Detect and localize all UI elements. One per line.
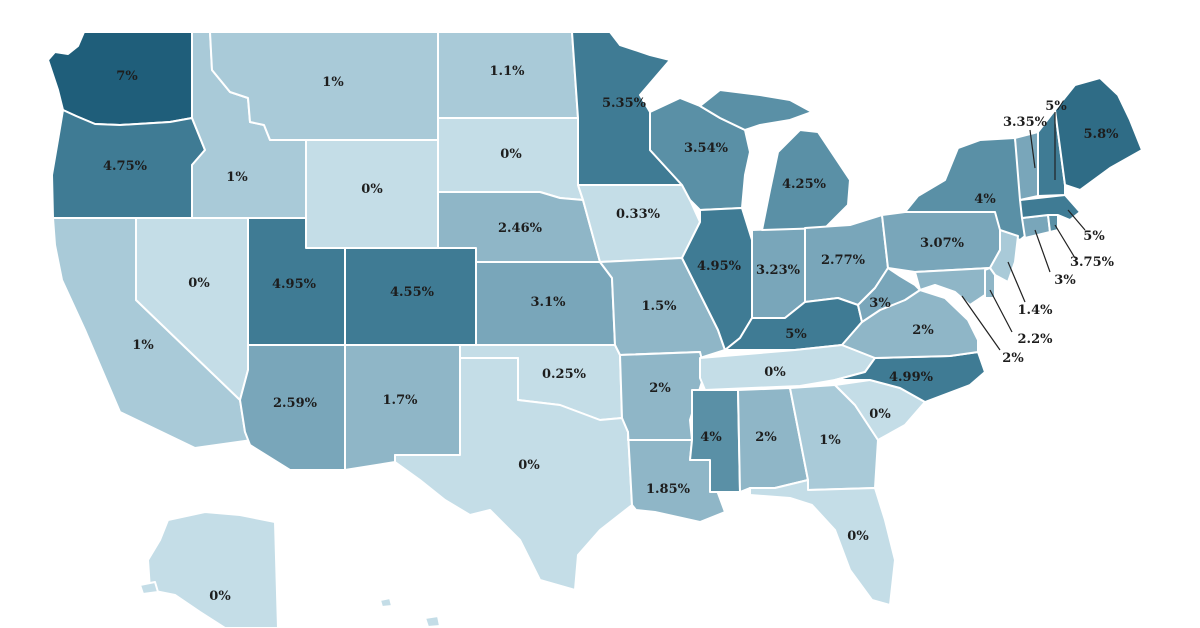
label-TN: 0%	[764, 365, 786, 380]
label-NH: 5%	[1045, 99, 1067, 114]
label-CT: 3%	[1054, 273, 1076, 288]
label-ME: 5.8%	[1084, 127, 1120, 142]
label-TX: 0%	[518, 458, 540, 473]
label-MS: 4%	[700, 430, 722, 445]
label-NM: 1.7%	[383, 393, 419, 408]
label-KY: 5%	[785, 327, 807, 342]
state-labels: 7% 4.75% 1% 0% 1% 1% 0% 4.95% 4.55% 2.59…	[103, 64, 1119, 604]
label-MA: 5%	[1083, 229, 1105, 244]
label-OH: 2.77%	[821, 253, 866, 268]
label-OR: 4.75%	[103, 159, 148, 174]
label-IL: 4.95%	[697, 259, 742, 274]
label-MI: 4.25%	[782, 177, 827, 192]
state-MI-UP[interactable]	[699, 89, 813, 131]
label-WA: 7%	[116, 69, 138, 84]
state-NH[interactable]	[1037, 109, 1066, 197]
state-MI[interactable]	[761, 129, 851, 231]
label-FL: 0%	[847, 529, 869, 544]
label-PA: 3.07%	[920, 236, 965, 251]
leader-line-ct	[1034, 229, 1051, 273]
label-UT: 4.95%	[272, 277, 317, 292]
label-MN: 5.35%	[602, 96, 647, 111]
state-DE[interactable]	[984, 267, 996, 299]
label-MD: 2%	[1002, 351, 1024, 366]
leader-line-md	[961, 295, 1001, 351]
label-WV: 3%	[869, 296, 891, 311]
leader-line-nj	[1007, 261, 1026, 303]
state-FL[interactable]	[749, 479, 896, 606]
label-ND: 1.1%	[490, 64, 526, 79]
label-VA: 2%	[912, 323, 934, 338]
label-SC: 0%	[869, 407, 891, 422]
label-WI: 3.54%	[684, 141, 729, 156]
label-DE: 2.2%	[1018, 332, 1054, 347]
label-NE: 2.46%	[498, 221, 543, 236]
label-WY: 0%	[361, 182, 383, 197]
state-RI[interactable]	[1047, 214, 1059, 233]
label-SD: 0%	[500, 147, 522, 162]
leader-line-ma	[1067, 209, 1086, 231]
label-CO: 4.55%	[390, 285, 435, 300]
state-AK-island[interactable]	[139, 581, 159, 595]
label-MT: 1%	[322, 75, 344, 90]
label-VT: 3.35%	[1003, 115, 1048, 130]
label-ID: 1%	[226, 170, 248, 185]
leader-line-vt	[1029, 129, 1036, 169]
state-ME[interactable]	[1054, 77, 1143, 191]
label-AZ: 2.59%	[273, 396, 318, 411]
label-GA: 1%	[819, 433, 841, 448]
label-AK: 0%	[209, 589, 231, 604]
state-TX[interactable]	[394, 357, 633, 591]
label-NY: 4%	[974, 192, 996, 207]
label-IA: 0.33%	[616, 207, 661, 222]
label-NJ: 1.4%	[1018, 303, 1054, 318]
label-NC: 4.99%	[889, 370, 934, 385]
state-NC[interactable]	[834, 351, 986, 403]
label-IN: 3.23%	[756, 263, 801, 278]
label-KS: 3.1%	[531, 295, 567, 310]
leader-line-de	[989, 289, 1013, 333]
label-MO: 1.5%	[642, 299, 678, 314]
state-IA[interactable]	[577, 184, 701, 263]
state-AK-island3[interactable]	[424, 615, 441, 628]
state-MN[interactable]	[571, 31, 683, 186]
label-AL: 2%	[755, 430, 777, 445]
leader-line-ri	[1054, 224, 1076, 259]
label-LA: 1.85%	[646, 482, 691, 497]
state-MA[interactable]	[1019, 194, 1081, 221]
state-WV[interactable]	[857, 267, 921, 323]
state-AK-island2[interactable]	[379, 597, 393, 608]
label-CA: 1%	[132, 338, 154, 353]
label-OK: 0.25%	[542, 367, 587, 382]
label-NV: 0%	[188, 276, 210, 291]
label-AR: 2%	[649, 381, 671, 396]
state-AK[interactable]	[147, 511, 279, 628]
label-RI: 3.75%	[1070, 255, 1115, 270]
